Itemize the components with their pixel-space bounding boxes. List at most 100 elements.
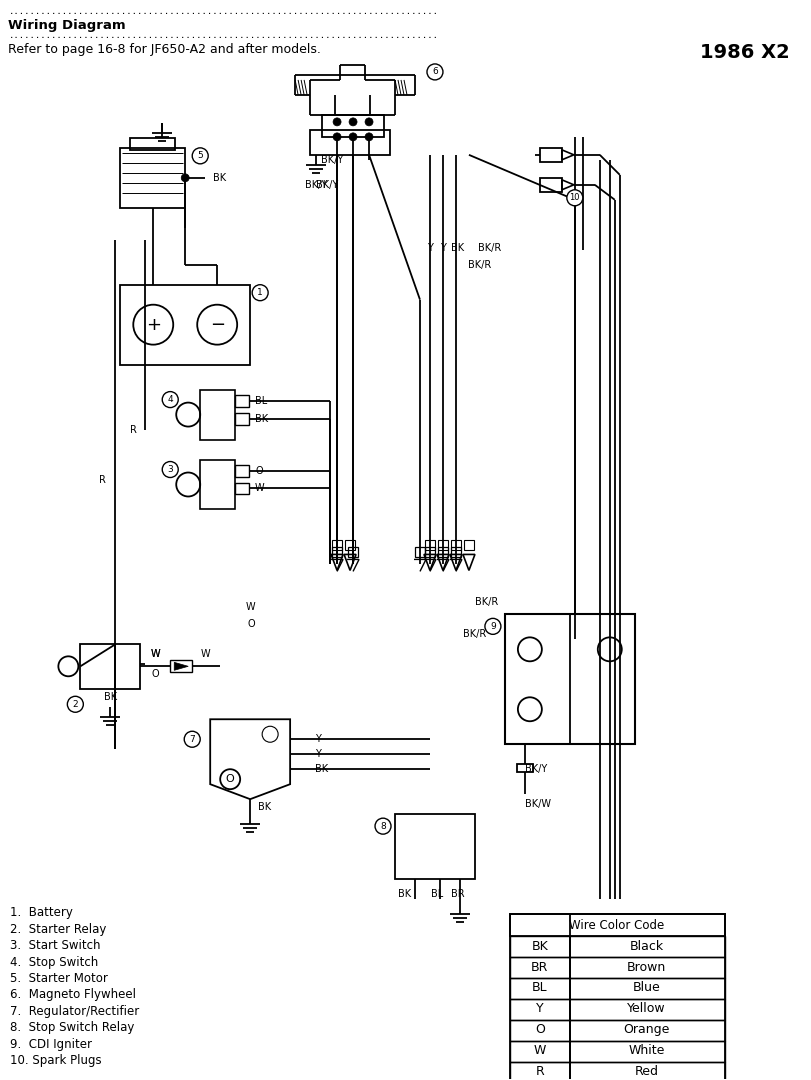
- Bar: [200, 390, 235, 440]
- Text: BK: BK: [531, 940, 547, 953]
- Text: 5.  Starter Motor: 5. Starter Motor: [11, 972, 108, 985]
- Circle shape: [67, 697, 84, 713]
- Text: W: W: [200, 649, 210, 659]
- Text: BK: BK: [398, 889, 411, 899]
- Bar: [509, 1020, 723, 1041]
- Text: W: W: [533, 1044, 545, 1057]
- Text: 8.  Stop Switch Relay: 8. Stop Switch Relay: [11, 1022, 135, 1035]
- Circle shape: [162, 461, 178, 477]
- Text: 10: 10: [569, 193, 579, 202]
- Text: O: O: [534, 1024, 544, 1037]
- Text: BR: BR: [530, 960, 548, 973]
- Bar: [539, 178, 561, 192]
- Bar: [200, 459, 235, 510]
- Circle shape: [162, 392, 178, 407]
- Text: BK: BK: [213, 173, 226, 183]
- Text: Y: Y: [315, 734, 320, 744]
- Text: BK/Y: BK/Y: [524, 765, 547, 774]
- Bar: [509, 978, 723, 999]
- Text: Black: Black: [629, 940, 663, 953]
- Text: W: W: [255, 484, 264, 494]
- Bar: [332, 548, 341, 557]
- Text: 6.  Magneto Flywheel: 6. Magneto Flywheel: [11, 988, 136, 1001]
- Bar: [463, 540, 474, 551]
- Text: Red: Red: [634, 1065, 658, 1079]
- Text: BK: BK: [104, 692, 117, 702]
- Bar: [310, 130, 389, 154]
- Bar: [80, 645, 140, 689]
- Text: BK: BK: [258, 802, 271, 812]
- Text: BK/R: BK/R: [467, 259, 491, 270]
- Text: W: W: [150, 649, 160, 659]
- Bar: [509, 957, 723, 978]
- Circle shape: [192, 148, 208, 164]
- Bar: [450, 548, 461, 557]
- Bar: [437, 540, 448, 551]
- Text: BL: BL: [431, 889, 443, 899]
- Text: 2.  Starter Relay: 2. Starter Relay: [11, 922, 107, 935]
- Text: W: W: [150, 649, 160, 659]
- Text: 7.  Regulator/Rectifier: 7. Regulator/Rectifier: [11, 1005, 139, 1018]
- Bar: [130, 138, 175, 150]
- Text: ................................................................................: ........................................…: [8, 31, 438, 40]
- Text: Y: Y: [440, 243, 445, 253]
- Text: 1.  Battery: 1. Battery: [11, 906, 73, 919]
- Bar: [120, 148, 185, 207]
- Text: Orange: Orange: [623, 1024, 669, 1037]
- Text: R: R: [534, 1065, 543, 1079]
- Text: 1: 1: [257, 288, 263, 297]
- Text: 9.  CDI Igniter: 9. CDI Igniter: [11, 1038, 92, 1051]
- Text: BK: BK: [451, 243, 464, 253]
- Bar: [509, 914, 723, 1080]
- Circle shape: [365, 118, 372, 126]
- Bar: [394, 814, 474, 879]
- Text: R: R: [99, 474, 105, 485]
- Bar: [170, 660, 192, 673]
- Bar: [235, 464, 249, 476]
- Bar: [348, 548, 358, 557]
- Circle shape: [184, 731, 200, 747]
- Bar: [509, 936, 723, 957]
- Text: BK/R: BK/R: [478, 243, 501, 253]
- Bar: [437, 548, 448, 557]
- Bar: [450, 540, 461, 551]
- Text: O: O: [225, 774, 234, 784]
- Circle shape: [333, 118, 341, 126]
- Text: Y: Y: [315, 750, 320, 759]
- Text: W: W: [245, 603, 255, 612]
- Text: 9: 9: [489, 622, 496, 631]
- Bar: [345, 540, 354, 551]
- Circle shape: [484, 619, 500, 634]
- Text: BK: BK: [255, 414, 268, 423]
- Text: 2: 2: [72, 700, 78, 708]
- Circle shape: [349, 118, 357, 126]
- Bar: [332, 540, 341, 551]
- Text: Wiring Diagram: Wiring Diagram: [8, 19, 126, 32]
- Text: BK/Y: BK/Y: [320, 154, 343, 165]
- Text: 4.  Stop Switch: 4. Stop Switch: [11, 956, 98, 969]
- Bar: [509, 999, 723, 1020]
- Circle shape: [333, 133, 341, 140]
- Text: BK/W: BK/W: [524, 799, 550, 809]
- Polygon shape: [174, 662, 188, 671]
- Text: 7: 7: [189, 734, 195, 744]
- Bar: [120, 285, 250, 365]
- Text: 1986 X2: 1986 X2: [699, 43, 788, 62]
- Text: BK/Y: BK/Y: [315, 179, 338, 190]
- Text: Y: Y: [535, 1002, 543, 1015]
- Text: O: O: [247, 619, 255, 630]
- Text: ................................................................................: ........................................…: [8, 6, 438, 16]
- Text: BK/R: BK/R: [463, 630, 486, 639]
- Text: R: R: [130, 424, 136, 434]
- Text: BK: BK: [315, 765, 328, 774]
- Text: BL: BL: [255, 395, 267, 406]
- Bar: [322, 114, 384, 137]
- Text: 4: 4: [167, 395, 173, 404]
- Text: Yellow: Yellow: [627, 1002, 665, 1015]
- Text: 8: 8: [380, 822, 385, 831]
- Text: White: White: [628, 1044, 664, 1057]
- Text: BK/Y: BK/Y: [305, 179, 327, 190]
- Text: +: +: [146, 315, 161, 334]
- Bar: [235, 394, 249, 406]
- Circle shape: [349, 133, 357, 140]
